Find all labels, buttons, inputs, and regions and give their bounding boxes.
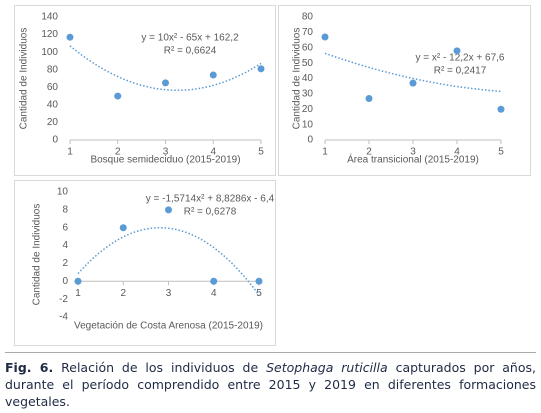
x-tick-label: 2 [115,147,121,158]
point [114,92,122,100]
x-axis-label: Bosque semideciduo (2015-2019) [90,155,240,166]
caption-text: capturados por años, durante el período … [5,360,536,409]
x-tick-label: 4 [211,288,217,299]
x-tick-label: 1 [322,147,328,158]
point [497,105,505,113]
point [209,71,217,79]
y-tick-label: 80 [47,64,59,75]
x-tick-label: 2 [120,288,126,299]
x-tick-label: 2 [366,147,372,158]
x-tick-label: 5 [256,288,262,299]
y-tick-label: 60 [302,42,314,53]
y-tick-label: 50 [302,58,314,69]
trendline [324,52,502,93]
y-tick-label: -4 [59,312,68,323]
y-tick-label: 0 [62,276,68,287]
trend-equation: y = 10x² - 65x + 162,2 [141,33,239,44]
caption-text: Relación de los individuos de [53,360,267,375]
y-tick-label: 80 [302,12,314,23]
y-tick-label: 140 [41,12,58,23]
y-tick-label: 20 [302,104,314,115]
point [453,47,461,55]
x-tick-label: 3 [410,147,416,158]
x-axis-label: Vegetación de Costa Arenosa (2015-2019) [74,321,263,332]
x-tick-label: 3 [166,288,172,299]
y-tick-label: 20 [47,117,59,128]
y-tick-label: 100 [41,47,58,58]
y-tick-label: 2 [62,258,68,269]
trend-equation: y = x² - 12,2x + 67,6 [416,53,505,64]
point [255,277,263,285]
point [165,206,172,214]
x-tick-label: 1 [75,288,81,299]
y-tick-label: -2 [59,294,68,305]
x-tick-label: 5 [498,147,504,158]
y-axis-label: Cantidad de Individuos [19,28,30,130]
chart-frame [14,180,276,346]
chart-frame [14,5,276,176]
point [66,33,74,41]
y-tick-label: 10 [57,187,69,198]
point [321,33,329,41]
point [119,224,127,232]
x-axis-label: Área transicional (2015-2019) [347,153,479,166]
y-tick-label: 0 [52,135,58,146]
y-tick-label: 10 [302,119,314,130]
y-tick-label: 40 [47,99,59,110]
trend-r2: R² = 0,6624 [164,46,217,57]
x-tick-label: 3 [163,147,169,158]
y-tick-label: 0 [307,135,313,146]
point [409,79,417,87]
y-tick-label: 40 [302,73,314,84]
y-tick-label: 8 [62,204,68,215]
point [257,65,265,73]
x-tick-label: 5 [258,147,264,158]
point [74,277,82,285]
y-tick-label: 4 [62,240,68,251]
trend-r2: R² = 0,6278 [184,207,237,218]
x-tick-label: 4 [210,147,216,158]
species-name: Setophaga ruticilla [266,360,388,375]
point [210,277,218,285]
caption: Fig. 6. Relación de los individuos de Se… [5,352,536,410]
trendline [77,226,260,296]
y-tick-label: 120 [41,29,58,40]
x-tick-label: 1 [67,147,73,158]
x-tick-label: 4 [454,147,460,158]
y-axis-label: Cantidad de Individuos [32,204,43,306]
point [365,94,373,102]
y-tick-label: 60 [47,82,59,93]
y-tick-label: 70 [302,27,314,38]
y-tick-label: 6 [62,222,68,233]
y-axis-label: Cantidad de Individuos [292,28,303,130]
point [162,79,169,87]
y-tick-label: 30 [302,89,314,100]
trendline [69,45,262,92]
trend-r2: R² = 0,2417 [434,66,487,77]
chart-frame [278,5,531,176]
caption-label: Fig. 6. [5,360,54,375]
trend-equation: y = -1,5714x² + 8,8286x - 6,4 [146,194,275,205]
